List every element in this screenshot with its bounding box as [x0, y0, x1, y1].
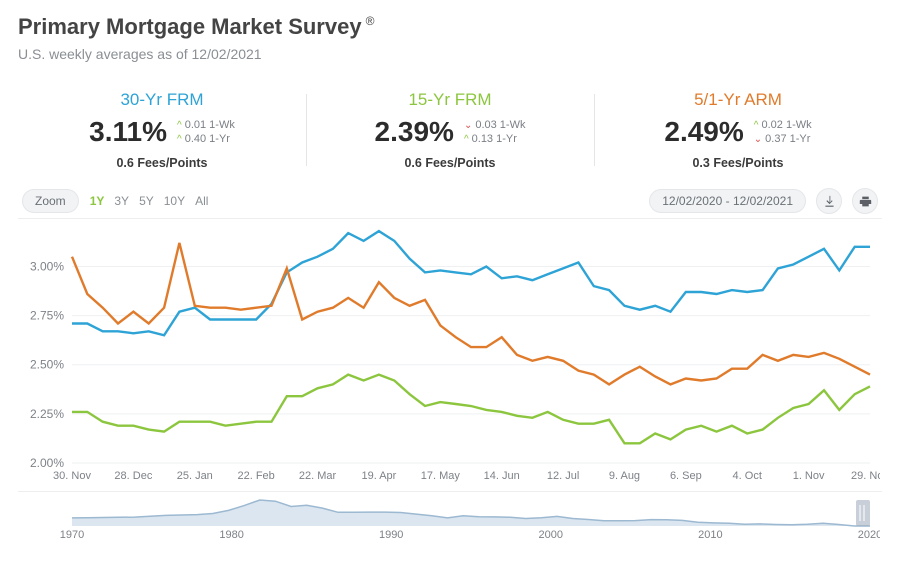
y-axis-label: 2.25% — [30, 407, 64, 421]
zoom-option-1y[interactable]: 1Y — [85, 191, 110, 211]
series-arm — [72, 243, 870, 385]
arrow-down-icon: ⌄ — [464, 120, 472, 131]
rate-card: 30-Yr FRM 3.11% ^0.01 1-Wk ^0.40 1-Yr 0.6 Fe… — [18, 90, 306, 170]
card-label: 5/1-Yr ARM — [612, 90, 864, 110]
x-axis-label: 22. Mar — [299, 470, 337, 482]
nav-x-label: 2010 — [698, 529, 722, 540]
x-axis-label: 12. Jul — [547, 470, 579, 482]
x-axis-label: 22. Feb — [237, 470, 274, 482]
series-30yr — [72, 231, 870, 335]
page-subtitle: U.S. weekly averages as of 12/02/2021 — [18, 46, 882, 62]
registered-trademark: ® — [366, 14, 375, 28]
card-rate: 2.49% — [664, 116, 743, 148]
card-delta-week: ^0.01 1-Wk — [177, 119, 235, 131]
arrow-down-icon: ⌄ — [754, 134, 762, 145]
x-axis-label: 9. Aug — [609, 470, 640, 482]
arrow-up-icon: ^ — [754, 120, 759, 131]
rate-card: 5/1-Yr ARM 2.49% ^0.02 1-Wk ⌄0.37 1-Yr 0.3 F… — [594, 90, 882, 170]
nav-x-label: 1990 — [379, 529, 403, 540]
nav-x-label: 1970 — [60, 529, 84, 540]
download-icon[interactable] — [816, 188, 842, 214]
rate-cards: 30-Yr FRM 3.11% ^0.01 1-Wk ^0.40 1-Yr 0.6 Fe… — [18, 90, 882, 170]
nav-x-label: 2000 — [539, 529, 563, 540]
y-axis-label: 2.00% — [30, 456, 64, 470]
y-axis-label: 2.50% — [30, 358, 64, 372]
zoom-option-all[interactable]: All — [190, 191, 213, 211]
card-label: 30-Yr FRM — [36, 90, 288, 110]
card-delta-week: ⌄0.03 1-Wk — [464, 119, 526, 131]
main-line-chart[interactable]: 2.00% 2.25% 2.50% 2.75% 3.00% 30. Nov 28. Dec 2… — [18, 229, 880, 489]
x-axis-label: 19. Apr — [361, 470, 396, 482]
x-axis-label: 17. May — [421, 470, 461, 482]
page-title: Primary Mortgage Market Survey — [18, 14, 362, 40]
x-axis-label: 28. Dec — [114, 470, 152, 482]
zoom-option-3y[interactable]: 3Y — [109, 191, 134, 211]
x-axis-label: 6. Sep — [670, 470, 702, 482]
nav-x-label: 2020 — [858, 529, 880, 540]
x-axis-label: 29. Nov — [851, 470, 880, 482]
zoom-option-5y[interactable]: 5Y — [134, 191, 159, 211]
zoom-option-10y[interactable]: 10Y — [159, 191, 190, 211]
nav-area — [72, 500, 870, 526]
x-axis-label: 25. Jan — [177, 470, 213, 482]
arrow-up-icon: ^ — [177, 120, 182, 131]
series-15yr — [72, 375, 870, 444]
x-axis-label: 14. Jun — [484, 470, 520, 482]
card-delta-year: ⌄0.37 1-Yr — [754, 133, 812, 145]
x-axis-label: 4. Oct — [733, 470, 762, 482]
nav-x-label: 1980 — [219, 529, 243, 540]
card-rate: 3.11% — [89, 116, 167, 148]
card-delta-year: ^0.13 1-Yr — [464, 133, 526, 145]
card-fees: 0.6 Fees/Points — [36, 156, 288, 170]
card-label: 15-Yr FRM — [324, 90, 576, 110]
x-axis-label: 1. Nov — [793, 470, 825, 482]
arrow-up-icon: ^ — [177, 134, 182, 145]
x-axis-label: 30. Nov — [53, 470, 91, 482]
print-icon[interactable] — [852, 188, 878, 214]
zoom-label-pill: Zoom — [22, 189, 79, 213]
card-rate: 2.39% — [375, 116, 454, 148]
card-fees: 0.6 Fees/Points — [324, 156, 576, 170]
card-delta-year: ^0.40 1-Yr — [177, 133, 235, 145]
navigator-chart[interactable]: 1970 1980 1990 2000 2010 2020 — [18, 498, 880, 540]
rate-card: 15-Yr FRM 2.39% ⌄0.03 1-Wk ^0.13 1-Yr 0.6 Fe… — [306, 90, 594, 170]
date-range-pill[interactable]: 12/02/2020 - 12/02/2021 — [649, 189, 806, 213]
nav-handle-right[interactable] — [856, 500, 870, 526]
arrow-up-icon: ^ — [464, 134, 469, 145]
card-fees: 0.3 Fees/Points — [612, 156, 864, 170]
y-axis-label: 3.00% — [30, 259, 64, 273]
y-axis-label: 2.75% — [30, 309, 64, 323]
card-delta-week: ^0.02 1-Wk — [754, 119, 812, 131]
